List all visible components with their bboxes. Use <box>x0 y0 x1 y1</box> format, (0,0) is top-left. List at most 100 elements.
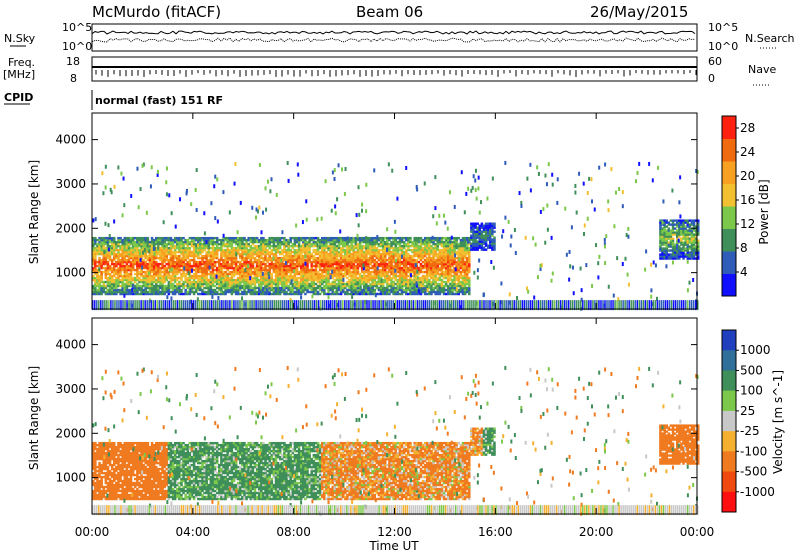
power-cell <box>480 236 484 239</box>
power-cell <box>98 270 101 274</box>
power-cell <box>203 278 206 282</box>
power-cell <box>215 238 219 242</box>
power-cell <box>100 274 103 278</box>
power-cell <box>211 264 215 268</box>
power-cell <box>207 254 211 258</box>
power-cell <box>94 270 97 274</box>
power-cell <box>390 276 393 280</box>
power-cell <box>472 244 475 247</box>
power-cell <box>419 288 423 292</box>
power-cell <box>358 250 362 254</box>
power-cell <box>329 272 332 276</box>
power-cell <box>379 292 383 296</box>
power-cell <box>327 288 330 292</box>
power-cell <box>463 288 467 292</box>
power-cell <box>194 264 198 268</box>
power-cell <box>421 260 425 264</box>
power-cell <box>266 256 269 260</box>
power-cell <box>312 250 316 254</box>
power-cell <box>358 236 362 240</box>
power-cell <box>255 292 259 296</box>
power-cell <box>419 280 423 284</box>
power-cell <box>386 244 389 248</box>
power-cell <box>312 278 316 282</box>
power-cell <box>262 258 265 262</box>
power-cell <box>264 268 267 272</box>
power-cell <box>402 276 406 280</box>
power-cell <box>230 260 234 264</box>
power-cell <box>419 254 423 258</box>
power-cell <box>669 249 673 252</box>
power-cell <box>209 260 213 264</box>
power-cell <box>234 240 238 244</box>
power-cell <box>201 276 204 280</box>
power-cell <box>432 282 435 286</box>
power-cell <box>400 272 404 276</box>
power-cell <box>354 236 358 240</box>
power-cell <box>239 266 242 270</box>
power-cell <box>167 282 171 286</box>
power-cell <box>266 248 269 252</box>
power-cell <box>358 288 362 292</box>
power-cell <box>440 236 444 240</box>
power-cell <box>432 262 435 266</box>
power-cell <box>123 274 127 278</box>
power-cell <box>150 266 154 270</box>
power-cell <box>358 260 362 264</box>
power-cell <box>459 276 463 280</box>
power-cell <box>262 288 265 292</box>
power-cell <box>249 244 253 248</box>
power-cell <box>463 254 467 258</box>
power-cell <box>352 282 355 286</box>
power-cell <box>213 292 217 296</box>
power-cell <box>113 256 116 260</box>
power-cell <box>341 264 345 268</box>
power-cell <box>98 282 101 286</box>
power-cell <box>474 238 477 241</box>
power-cell <box>459 238 463 242</box>
power-cell <box>119 262 122 266</box>
power-cell <box>390 254 393 258</box>
power-cell <box>327 268 330 272</box>
power-cell <box>222 238 225 242</box>
power-cell <box>182 286 185 290</box>
power-cell <box>468 284 471 288</box>
power-cell <box>249 236 253 240</box>
power-cell <box>123 248 127 252</box>
power-cell <box>211 272 215 276</box>
power-cell <box>131 268 135 272</box>
power-cell <box>320 280 324 284</box>
power-cell <box>129 236 133 240</box>
power-cell <box>257 268 261 272</box>
power-cell <box>169 256 173 260</box>
power-cell <box>440 252 444 256</box>
power-cell <box>337 238 341 242</box>
power-cell <box>123 256 127 260</box>
power-cell <box>108 276 112 280</box>
power-cell <box>194 248 198 252</box>
power-cell <box>180 282 183 286</box>
power-cell <box>665 231 668 234</box>
power-cell <box>197 286 200 290</box>
power-cell <box>115 252 118 256</box>
power-cell <box>463 252 467 256</box>
power-cell <box>455 264 458 268</box>
power-cell <box>463 264 467 268</box>
power-scatter <box>92 160 700 311</box>
power-cell <box>215 248 219 252</box>
power-cell <box>220 264 223 268</box>
power-cell <box>661 235 664 238</box>
power-cell <box>398 292 402 296</box>
power-cell <box>379 238 383 242</box>
power-cell <box>297 240 301 244</box>
power-cell <box>390 246 393 250</box>
power-cell <box>161 236 164 240</box>
power-cell <box>102 248 106 252</box>
power-cell <box>318 272 322 276</box>
power-cell <box>463 282 467 286</box>
power-cell <box>407 292 410 296</box>
power-cell <box>247 248 250 252</box>
power-cell <box>333 240 337 244</box>
power-cell <box>369 258 372 262</box>
power-cell <box>169 260 173 264</box>
